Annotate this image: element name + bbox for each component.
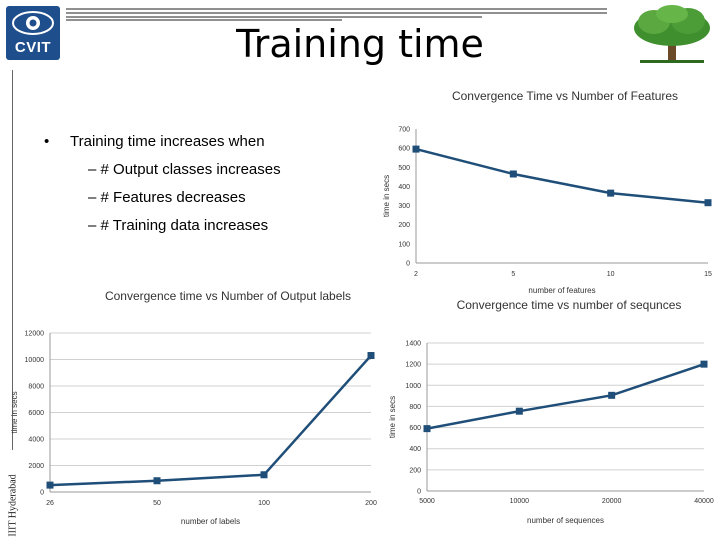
y-tick-label: 0 (406, 261, 410, 268)
eye-logo-icon (12, 11, 54, 35)
y-tick-label: 800 (409, 404, 421, 411)
series-line (49, 354, 372, 487)
bullet-sub-text: # Features decreases (100, 189, 246, 206)
bullet-sub: – # Output classes increases (88, 161, 281, 178)
bullet-sub-text: # Output classes increases (100, 161, 281, 178)
bullet-sub: – # Training data increases (88, 217, 269, 234)
x-tick-label: 20000 (602, 498, 622, 505)
bullet-dot: • (44, 133, 50, 150)
y-tick-label: 200 (409, 467, 421, 474)
series-line (426, 362, 705, 430)
y-tick-label: 600 (398, 146, 410, 153)
x-tick-label: 10000 (510, 498, 530, 505)
y-tick-label: 0 (40, 490, 44, 497)
y-axis-label: time in secs (382, 175, 391, 217)
data-point (608, 391, 616, 399)
y-axis-label: time in secs (388, 396, 397, 438)
x-tick-label: 2 (414, 271, 418, 278)
y-tick-label: 1400 (405, 341, 421, 348)
data-point (260, 471, 268, 479)
page-title: Training time (236, 22, 484, 66)
y-tick-label: 400 (409, 446, 421, 453)
y-axis-label: time in secs (10, 391, 19, 433)
y-tick-label: 300 (398, 203, 410, 210)
bullet-main-text: Training time increases when (70, 133, 265, 150)
bullet-main: • Training time increases when (40, 128, 281, 156)
y-tick-label: 2000 (28, 463, 44, 470)
x-tick-label: 15 (704, 271, 712, 278)
side-rule (12, 70, 13, 450)
x-tick-label: 26 (46, 500, 54, 507)
data-point (700, 360, 708, 368)
y-tick-label: 600 (409, 425, 421, 432)
data-point (515, 407, 523, 415)
y-tick-label: 0 (417, 489, 421, 496)
y-tick-label: 1200 (405, 362, 421, 369)
y-tick-label: 400 (398, 184, 410, 191)
y-tick-label: 6000 (28, 410, 44, 417)
logo-text: CVIT (14, 39, 52, 56)
x-tick-label: 40000 (694, 498, 714, 505)
header-rule-lines (66, 8, 607, 21)
data-point (153, 477, 161, 485)
series-line (415, 147, 709, 204)
data-point (423, 425, 431, 433)
x-axis-label: number of labels (181, 517, 240, 526)
bullet-sub: – # Features decreases (88, 189, 246, 206)
x-tick-label: 10 (607, 271, 615, 278)
tree-logo-icon (634, 5, 710, 63)
chart-title: Convergence time vs number of sequnces (457, 298, 682, 312)
bullet-list: • Training time increases when – # Outpu… (40, 128, 281, 240)
y-tick-label: 200 (398, 222, 410, 229)
chart-title: Convergence time vs Number of Output lab… (105, 289, 351, 303)
y-tick-label: 8000 (28, 384, 44, 391)
x-axis-label: number of sequences (527, 516, 604, 525)
y-tick-label: 700 (398, 127, 410, 134)
y-tick-label: 10000 (25, 357, 45, 364)
chart-title: Convergence Time vs Number of Features (452, 89, 678, 103)
y-tick-label: 4000 (28, 437, 44, 444)
data-point (46, 481, 54, 489)
y-tick-label: 100 (398, 241, 410, 248)
y-tick-label: 1000 (405, 383, 421, 390)
data-point (704, 199, 712, 207)
y-tick-label: 12000 (25, 331, 45, 338)
data-point (607, 189, 615, 197)
data-point (509, 170, 517, 178)
x-tick-label: 200 (365, 500, 377, 507)
data-point (367, 352, 375, 360)
x-tick-label: 100 (258, 500, 270, 507)
cvit-logo: CVIT (6, 6, 60, 60)
x-tick-label: 50 (153, 500, 161, 507)
y-tick-label: 500 (398, 165, 410, 172)
x-tick-label: 5000 (419, 498, 435, 505)
x-tick-label: 5 (511, 271, 515, 278)
x-axis-label: number of features (528, 286, 595, 295)
bullet-sub-text: # Training data increases (100, 217, 269, 234)
data-point (412, 145, 420, 153)
